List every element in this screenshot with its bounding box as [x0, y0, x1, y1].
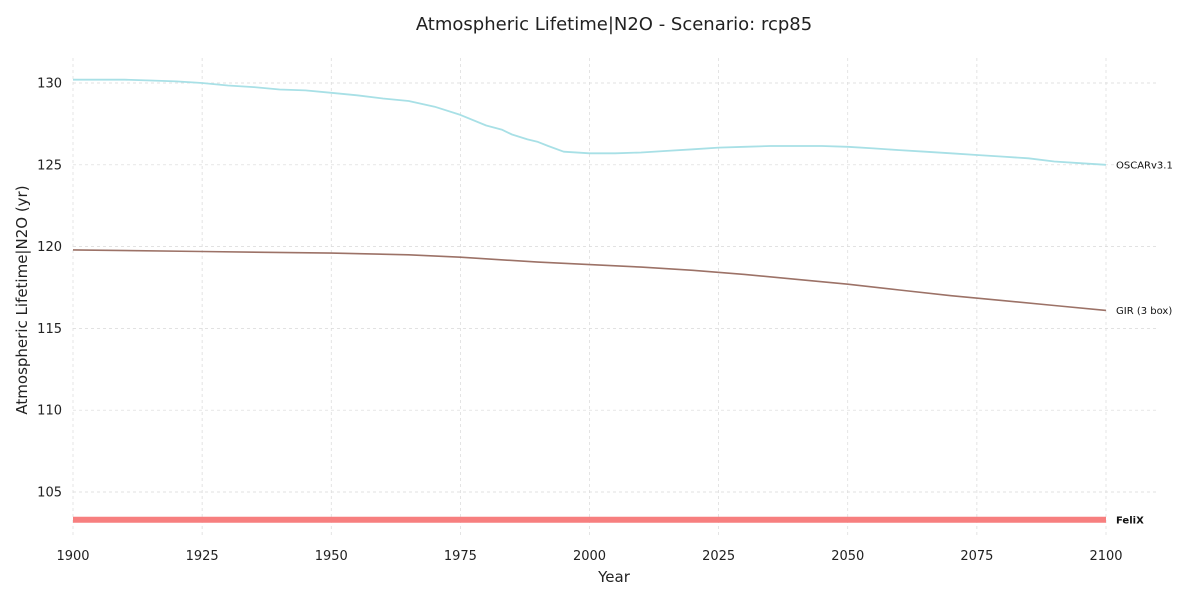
x-tick-label: 2075 [960, 549, 993, 564]
y-tick-label: 115 [37, 322, 62, 337]
series-lines [72, 78, 1107, 523]
y-tick-label: 130 [37, 77, 62, 92]
y-axis-label: Atmospheric Lifetime|N2O (yr) [13, 185, 31, 414]
series-label-gir-3-box: GIR (3 box) [1116, 306, 1172, 317]
y-tick-label: 125 [37, 158, 62, 173]
x-tick-label: 2000 [573, 549, 606, 564]
y-tick-label: 120 [37, 240, 62, 255]
series-label-oscarv3-1: OSCARv3.1 [1116, 160, 1173, 171]
y-grid-lines [73, 82, 1157, 493]
chart-title: Atmospheric Lifetime|N2O - Scenario: rcp… [416, 14, 812, 35]
series-labels: OSCARv3.1 GIR (3 box) FeliX [1116, 160, 1173, 526]
y-tick-labels: 105 110 115 120 125 130 [37, 77, 62, 501]
x-tick-label: 1950 [315, 549, 348, 564]
series-line-oscarv3-1 [73, 78, 1107, 166]
x-axis-label: Year [597, 568, 631, 586]
y-tick-label: 110 [37, 404, 62, 419]
series-line-gir-3-box [72, 249, 1107, 312]
x-tick-label: 2050 [831, 549, 864, 564]
x-tick-label: 2100 [1089, 549, 1122, 564]
x-tick-label: 1975 [444, 549, 477, 564]
x-tick-label: 2025 [702, 549, 735, 564]
x-grid-lines [72, 58, 1107, 536]
x-tick-label: 1900 [56, 549, 89, 564]
x-tick-label: 1925 [186, 549, 219, 564]
x-tick-labels: 1900 1925 1950 1975 2000 2025 2050 2075 2100 [56, 549, 1122, 564]
y-tick-label: 105 [37, 486, 62, 501]
series-label-felix: FeliX [1116, 515, 1144, 526]
